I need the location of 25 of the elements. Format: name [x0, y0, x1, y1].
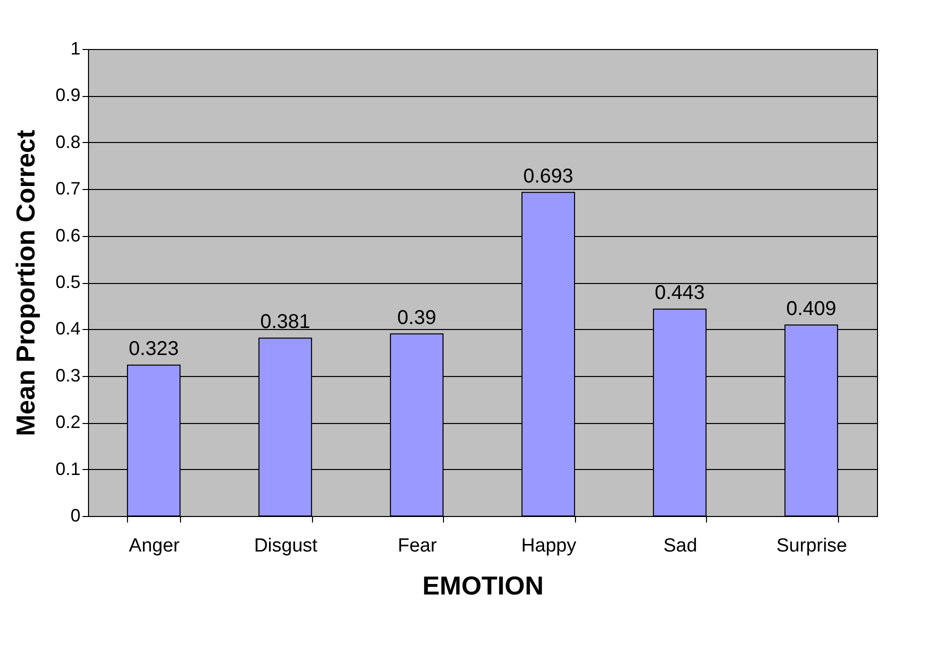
- x-tick-label: Sad: [663, 536, 698, 556]
- y-tick-label: 0.9: [55, 85, 80, 106]
- y-tick-label: 0: [70, 506, 80, 526]
- x-tick-label: Happy: [521, 536, 577, 556]
- y-tick-label: 1: [70, 38, 80, 58]
- data-label: 0.443: [654, 282, 705, 304]
- y-tick-label: 0.7: [55, 178, 80, 199]
- y-tick-label: 0.1: [55, 458, 80, 479]
- y-axis-title: Mean Proportion Correct: [10, 130, 40, 436]
- y-tick-label: 0.8: [55, 132, 80, 152]
- data-label: 0.409: [786, 298, 836, 320]
- y-tick-label: 0.4: [55, 318, 80, 339]
- data-label: 0.381: [260, 311, 310, 334]
- data-label: 0.39: [397, 306, 436, 329]
- x-tick-label: Anger: [128, 536, 180, 556]
- data-label: 0.323: [128, 338, 179, 360]
- x-tick-label: Surprise: [776, 536, 848, 556]
- y-tick-label: 0.6: [55, 225, 80, 246]
- x-axis-title: EMOTION: [422, 570, 544, 600]
- x-tick-label: Disgust: [254, 536, 318, 556]
- y-tick-label: 0.2: [55, 412, 80, 432]
- x-tick-label: Fear: [398, 536, 438, 556]
- y-tick-label: 0.5: [55, 272, 80, 292]
- y-tick-label: 0.3: [55, 365, 80, 386]
- data-label: 0.693: [523, 165, 574, 188]
